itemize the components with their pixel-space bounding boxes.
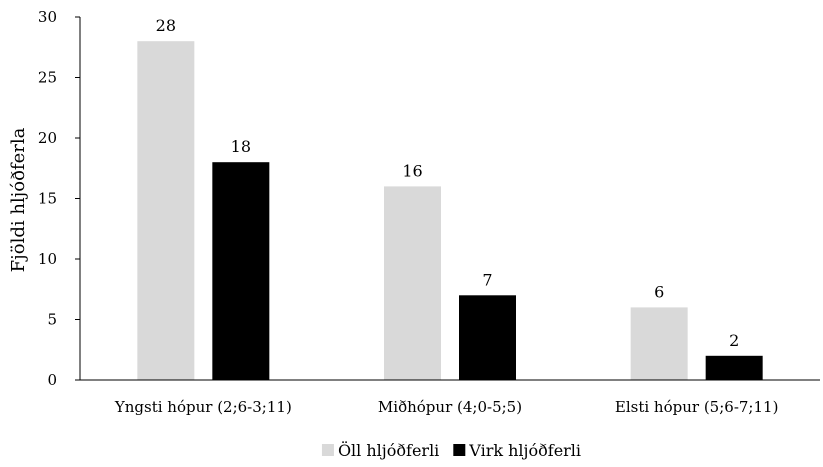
y-tick-label: 15 bbox=[38, 190, 57, 208]
bar-oll-2 bbox=[630, 307, 688, 380]
data-label: 18 bbox=[231, 137, 251, 156]
data-label: 7 bbox=[482, 270, 492, 289]
y-tick-label: 5 bbox=[47, 311, 57, 329]
bar-virk-0 bbox=[212, 162, 270, 380]
legend: Öll hljóðferli Virk hljóðferli bbox=[321, 440, 581, 460]
legend-swatch bbox=[321, 444, 334, 456]
bar-virk-2 bbox=[705, 355, 763, 380]
legend-label: Virk hljóðferli bbox=[468, 441, 581, 460]
bars bbox=[137, 41, 763, 380]
bar-virk-1 bbox=[459, 295, 516, 380]
y-axis-ticks: 0 5 10 15 20 25 30 bbox=[38, 8, 80, 389]
legend-item-oll: Öll hljóðferli bbox=[321, 440, 439, 460]
y-axis-title: Fjöldi hljóðferla bbox=[8, 127, 29, 272]
bar-oll-0 bbox=[137, 41, 195, 380]
y-tick-label: 30 bbox=[38, 8, 57, 26]
y-tick-label: 10 bbox=[38, 250, 57, 268]
x-category-label: Yngsti hópur (2;6-3;11) bbox=[114, 398, 292, 416]
category-labels: Yngsti hópur (2;6-3;11) Miðhópur (4;0-5;5… bbox=[114, 398, 779, 416]
x-category-label: Miðhópur (4;0-5;5) bbox=[378, 398, 522, 416]
data-label: 28 bbox=[156, 16, 176, 35]
x-category-label: Elsti hópur (5;6-7;11) bbox=[615, 398, 779, 416]
bar-oll-1 bbox=[384, 186, 441, 380]
y-tick-label: 0 bbox=[47, 371, 57, 389]
data-labels: 28 18 16 7 6 2 bbox=[156, 16, 740, 350]
data-label: 6 bbox=[654, 282, 664, 301]
legend-item-virk: Virk hljóðferli bbox=[453, 441, 581, 460]
data-label: 16 bbox=[402, 161, 422, 180]
y-tick-label: 25 bbox=[38, 69, 57, 87]
legend-swatch bbox=[453, 444, 466, 456]
data-label: 2 bbox=[729, 331, 739, 350]
y-tick-label: 20 bbox=[38, 129, 57, 147]
legend-label: Öll hljóðferli bbox=[338, 440, 439, 460]
